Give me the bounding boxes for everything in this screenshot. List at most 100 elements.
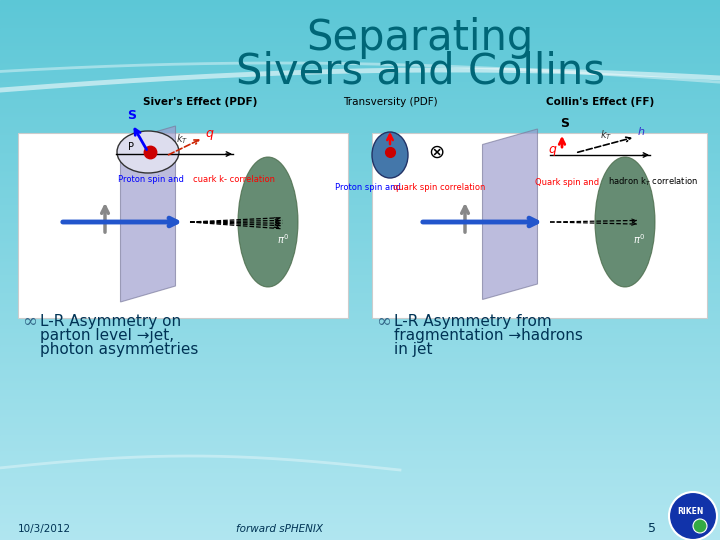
Bar	[0, 289, 720, 292]
Bar	[0, 131, 720, 133]
Text: Sivers and Collins: Sivers and Collins	[235, 51, 605, 93]
Bar	[0, 194, 720, 196]
Bar	[0, 271, 720, 274]
Bar	[0, 232, 720, 234]
Bar	[0, 327, 720, 329]
Bar	[0, 464, 720, 466]
Bar	[0, 323, 720, 326]
Bar	[0, 491, 720, 493]
Bar	[0, 356, 720, 358]
Bar	[0, 489, 720, 491]
Bar	[0, 5, 720, 7]
Bar	[0, 210, 720, 212]
Bar	[0, 57, 720, 59]
Bar	[0, 242, 720, 245]
Bar	[0, 426, 720, 428]
Bar	[0, 458, 720, 461]
Bar	[0, 161, 720, 164]
Bar	[0, 316, 720, 319]
Bar	[0, 444, 720, 447]
Bar	[0, 532, 720, 535]
Bar	[0, 397, 720, 400]
Bar	[0, 248, 720, 250]
Bar	[0, 28, 720, 31]
Bar	[0, 127, 720, 130]
Ellipse shape	[238, 157, 298, 287]
Text: 10/3/2012: 10/3/2012	[18, 524, 71, 534]
Bar	[0, 195, 720, 198]
Bar	[0, 480, 720, 482]
Bar	[0, 113, 720, 115]
Text: ∞: ∞	[22, 313, 37, 331]
Polygon shape	[120, 126, 176, 302]
Bar	[0, 428, 720, 430]
Bar	[0, 476, 720, 479]
Ellipse shape	[117, 131, 179, 173]
Bar	[0, 421, 720, 423]
Circle shape	[693, 519, 707, 533]
Bar	[0, 64, 720, 66]
Bar	[0, 468, 720, 470]
Bar	[0, 330, 720, 333]
Bar	[0, 519, 720, 522]
Text: in jet: in jet	[394, 342, 433, 357]
Bar	[0, 17, 720, 20]
Bar	[0, 498, 720, 501]
Bar	[0, 352, 720, 355]
Bar	[0, 106, 720, 108]
Bar	[0, 217, 720, 220]
Bar	[0, 441, 720, 443]
Bar	[0, 107, 720, 110]
Bar	[0, 66, 720, 69]
Bar	[0, 151, 720, 153]
Bar	[0, 19, 720, 22]
Bar	[0, 475, 720, 477]
Bar	[0, 37, 720, 39]
Bar	[0, 469, 720, 471]
Text: Quark spin and: Quark spin and	[535, 178, 602, 187]
Bar	[0, 97, 720, 99]
Bar	[0, 71, 720, 74]
FancyBboxPatch shape	[18, 133, 348, 318]
Bar	[0, 239, 720, 241]
Bar	[0, 350, 720, 353]
Bar	[0, 287, 720, 290]
Bar	[0, 410, 720, 412]
Bar	[0, 313, 720, 315]
Bar	[0, 345, 720, 347]
Bar	[0, 222, 720, 225]
Bar	[0, 219, 720, 221]
Bar	[0, 372, 720, 374]
Bar	[0, 298, 720, 301]
Bar	[0, 188, 720, 191]
Bar	[0, 512, 720, 515]
Bar	[0, 21, 720, 23]
Bar	[0, 333, 720, 335]
Bar	[0, 25, 720, 27]
Bar	[0, 473, 720, 475]
Bar	[0, 383, 720, 385]
Bar	[0, 446, 720, 448]
Bar	[0, 30, 720, 32]
Text: P: P	[128, 142, 134, 152]
Bar	[0, 208, 720, 211]
Bar	[0, 417, 720, 420]
Bar	[0, 360, 720, 362]
Bar	[0, 306, 720, 308]
Bar	[0, 388, 720, 390]
Bar	[0, 235, 720, 238]
Bar	[0, 230, 720, 232]
Bar	[0, 255, 720, 258]
Bar	[0, 435, 720, 437]
Bar	[0, 6, 720, 9]
Bar	[0, 174, 720, 177]
Bar	[0, 300, 720, 302]
Text: forward sPHENIX: forward sPHENIX	[236, 524, 323, 534]
Bar	[0, 167, 720, 169]
Bar	[0, 178, 720, 180]
Bar	[0, 390, 720, 393]
Bar	[0, 534, 720, 536]
Bar	[0, 129, 720, 131]
Bar	[0, 296, 720, 299]
Bar	[0, 262, 720, 265]
